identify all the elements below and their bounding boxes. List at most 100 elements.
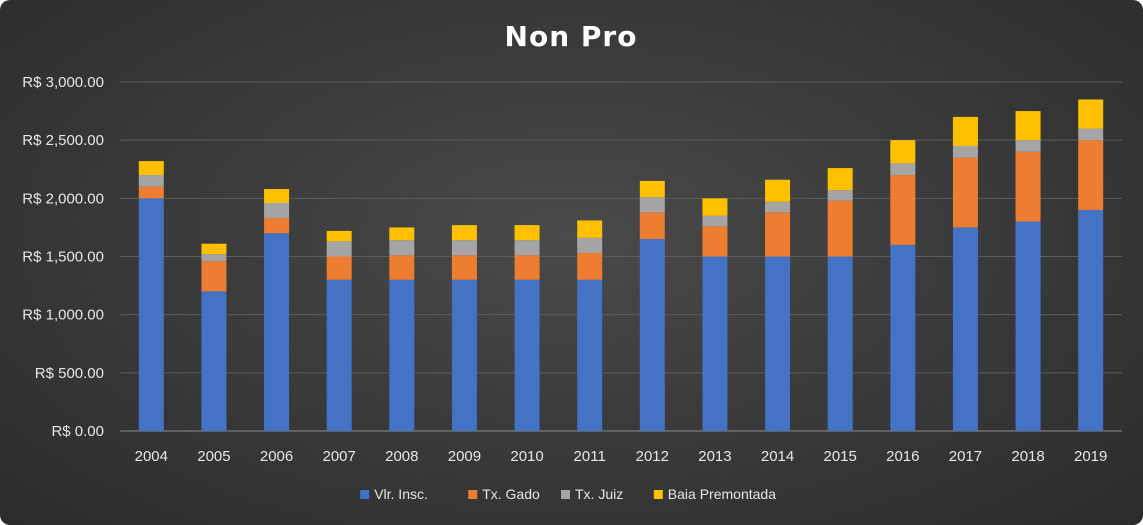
legend-item: Baia Premontada bbox=[653, 486, 776, 502]
legend-label: Tx. Juiz bbox=[575, 486, 623, 502]
bar-segment bbox=[138, 161, 164, 176]
bar-segment bbox=[1078, 128, 1104, 141]
bar-segment bbox=[639, 197, 665, 213]
bar-segment bbox=[201, 261, 227, 292]
x-tick-label: 2007 bbox=[323, 448, 356, 465]
bar-segment bbox=[201, 243, 227, 255]
bar-segment bbox=[1078, 140, 1104, 210]
x-tick-label: 2012 bbox=[636, 448, 669, 465]
x-axis: 2004 2005 2006 2007 2008 2009 2010 2011 2012 2013… bbox=[135, 448, 1108, 465]
y-tick-label: R$ 3,000.00 bbox=[22, 74, 104, 91]
bar-segment bbox=[514, 279, 540, 431]
bar-segment bbox=[639, 180, 665, 198]
bar-segment bbox=[264, 202, 290, 219]
x-tick-label: 2018 bbox=[1011, 448, 1044, 465]
bar-segment bbox=[201, 291, 227, 431]
bar-segment bbox=[702, 256, 728, 431]
legend-swatch bbox=[468, 490, 478, 499]
bar-segment bbox=[1015, 111, 1041, 141]
bar-segment bbox=[389, 227, 415, 241]
x-tick-label: 2006 bbox=[260, 448, 293, 465]
bar-segment bbox=[952, 116, 978, 146]
bar-segment bbox=[765, 212, 791, 257]
bar-segment bbox=[827, 190, 853, 201]
legend-item: Tx. Gado bbox=[468, 486, 540, 502]
legend-swatch bbox=[561, 490, 570, 499]
bar-segment bbox=[326, 230, 352, 242]
x-tick-label: 2011 bbox=[574, 448, 606, 465]
bar-segment bbox=[389, 279, 415, 431]
x-tick-label: 2004 bbox=[135, 448, 168, 465]
x-tick-label: 2019 bbox=[1074, 448, 1107, 465]
bar-segment bbox=[890, 175, 916, 245]
bar-segment bbox=[138, 186, 164, 199]
x-tick-label: 2016 bbox=[886, 448, 919, 465]
bar-segment bbox=[264, 189, 290, 203]
bar-segment bbox=[765, 256, 791, 431]
bar-segment bbox=[765, 201, 791, 213]
bar-segment bbox=[702, 198, 728, 216]
bar-segment bbox=[451, 255, 477, 280]
bars bbox=[138, 99, 1104, 431]
bar-segment bbox=[827, 200, 853, 257]
bar-segment bbox=[201, 254, 227, 262]
legend-label: Baia Premontada bbox=[668, 486, 776, 502]
bar-segment bbox=[389, 240, 415, 256]
bar-segment bbox=[765, 179, 791, 202]
bar-segment bbox=[514, 225, 540, 241]
x-tick-label: 2008 bbox=[385, 448, 418, 465]
x-tick-label: 2010 bbox=[510, 448, 543, 465]
bar-segment bbox=[890, 244, 916, 431]
bar-segment bbox=[702, 226, 728, 257]
bar-segment bbox=[451, 225, 477, 241]
x-tick-label: 2015 bbox=[824, 448, 857, 465]
bar-segment bbox=[264, 218, 290, 234]
bar-segment bbox=[952, 157, 978, 228]
bar-segment bbox=[326, 241, 352, 257]
x-tick-label: 2013 bbox=[698, 448, 731, 465]
bar-segment bbox=[451, 279, 477, 431]
legend-item: Tx. Juiz bbox=[561, 486, 623, 502]
x-tick-label: 2014 bbox=[761, 448, 794, 465]
legend-swatch bbox=[360, 490, 370, 499]
x-tick-label: 2017 bbox=[949, 448, 982, 465]
legend-label: Vlr. Insc. bbox=[374, 486, 428, 502]
bar-segment bbox=[577, 279, 603, 431]
y-tick-label: R$ 500.00 bbox=[35, 365, 104, 382]
y-tick-label: R$ 1,000.00 bbox=[22, 307, 104, 324]
bar-segment bbox=[952, 227, 978, 431]
bar-segment bbox=[952, 145, 978, 158]
bar-segment bbox=[326, 256, 352, 280]
bar-segment bbox=[1078, 209, 1104, 431]
bar-segment bbox=[639, 239, 665, 431]
bar-segment bbox=[1078, 99, 1104, 129]
legend-item: Vlr. Insc. bbox=[360, 486, 428, 502]
legend-swatch bbox=[653, 490, 663, 499]
bar-segment bbox=[326, 279, 352, 431]
bar-segment bbox=[514, 255, 540, 280]
bar-segment bbox=[890, 163, 916, 176]
y-tick-label: R$ 0.00 bbox=[51, 423, 104, 440]
y-axis: R$ 0.00 R$ 500.00 R$ 1,000.00 R$ 1,500.00 R$… bbox=[22, 74, 104, 440]
bar-segment bbox=[1015, 221, 1041, 431]
bar-segment bbox=[1015, 151, 1041, 222]
y-tick-label: R$ 2,000.00 bbox=[22, 190, 104, 207]
bar-segment bbox=[451, 240, 477, 256]
x-tick-label: 2009 bbox=[448, 448, 481, 465]
bar-segment bbox=[827, 168, 853, 191]
bar-segment bbox=[577, 253, 603, 280]
bar-segment bbox=[264, 233, 290, 431]
bar-segment bbox=[827, 256, 853, 431]
legend: Vlr. Insc. Tx. Gado Tx. Juiz Baia Premontad… bbox=[360, 486, 776, 502]
y-tick-label: R$ 2,500.00 bbox=[22, 132, 104, 149]
chart-title: Non Pro bbox=[505, 20, 638, 53]
x-tick-label: 2005 bbox=[197, 448, 230, 465]
bar-segment bbox=[577, 237, 603, 254]
bar-segment bbox=[514, 240, 540, 256]
bar-segment bbox=[890, 140, 916, 164]
bar-segment bbox=[138, 198, 164, 431]
bar-segment bbox=[138, 175, 164, 187]
bar-segment bbox=[389, 255, 415, 280]
